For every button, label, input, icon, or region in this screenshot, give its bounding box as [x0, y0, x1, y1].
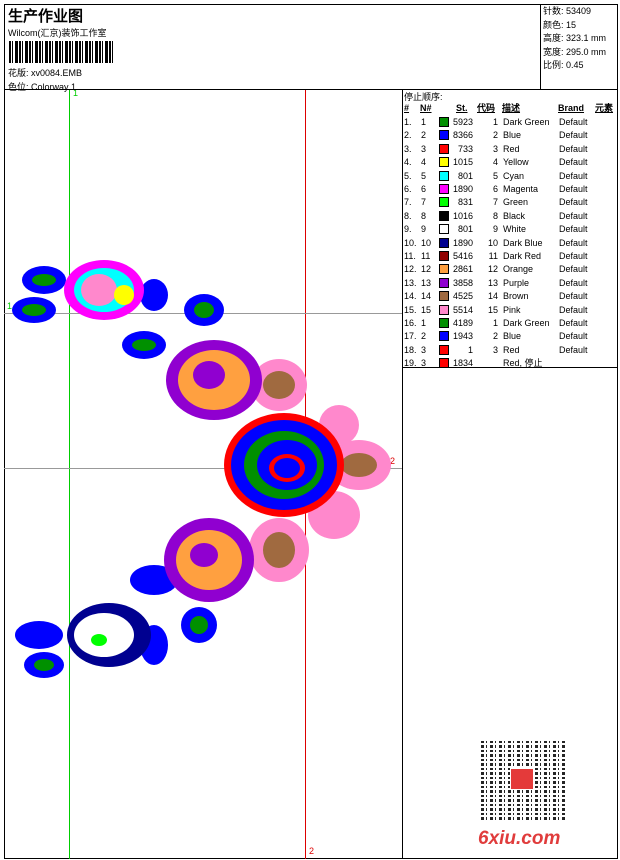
- column-header: #: [404, 103, 410, 113]
- embroidery-artwork: [12, 260, 391, 678]
- color-swatch: [439, 143, 449, 154]
- color-swatch: [439, 291, 449, 302]
- design-preview: 1 1 2 2: [4, 90, 403, 859]
- color-swatch: [439, 344, 449, 355]
- color-swatch: [439, 237, 449, 248]
- column-header: 描述: [502, 103, 521, 113]
- axis-label-bottom: 2: [309, 846, 315, 856]
- column-header: 代码: [477, 103, 496, 113]
- table-row: 4. 4 1015 4 Yellow Default: [404, 157, 588, 168]
- rose-orange-top: [166, 340, 262, 420]
- table-row: 19. 3 1834 Red, 停止: [404, 358, 543, 369]
- table-row: 13. 13 3858 13 Purple Default: [404, 277, 588, 288]
- table-row: 11. 11 5416 11 Dark Red Default: [404, 251, 588, 261]
- table-row: 6. 6 1890 6 Magenta Default: [404, 184, 588, 194]
- table-row: 17. 2 1943 2 Blue Default: [404, 331, 588, 342]
- table-row: 16. 1 4189 1 Dark Green Default: [404, 318, 588, 328]
- axis-label-left: 1: [7, 301, 13, 311]
- table-row: 9. 9 801 9 White Default: [404, 224, 588, 235]
- stat-item: 针数: 53409: [543, 6, 592, 16]
- table-row: 12. 12 2861 12 Orange Default: [404, 264, 588, 275]
- color-swatch: [439, 331, 449, 342]
- table-row: 5. 5 801 5 Cyan Default: [404, 170, 588, 181]
- color-swatch: [439, 210, 449, 221]
- color-swatch: [439, 184, 449, 194]
- table-row: 7. 7 831 7 Green Default: [404, 197, 588, 208]
- rose-pink: [64, 260, 144, 320]
- table-header: # N# St. 代码 描述 Brand 元素: [403, 102, 618, 115]
- table-caption: 停止顺序:: [404, 92, 443, 102]
- color-swatch: [439, 251, 449, 261]
- stat-item: 宽度: 295.0 mm: [543, 46, 607, 57]
- table-row: 15. 15 5514 15 Pink Default: [404, 304, 588, 315]
- column-header: 元素: [595, 103, 614, 113]
- color-swatch: [439, 318, 449, 328]
- column-header: N#: [420, 103, 432, 113]
- watermark: 6xiu.com: [478, 828, 561, 849]
- table-row: 18. 3 1 3 Red Default: [404, 344, 588, 355]
- rose-orange-bottom: [164, 518, 254, 602]
- guide-vertical-1: [69, 90, 70, 859]
- color-swatch: [439, 130, 449, 141]
- color-swatch: [439, 358, 449, 369]
- table-row: 1. 1 5923 1 Dark Green Default: [404, 117, 588, 127]
- barcode: [9, 41, 114, 63]
- color-sequence-table: 停止顺序: # N# St. 代码 描述 Brand 元素 1. 1 5923 1 Dark…: [403, 90, 618, 369]
- rose-blue-center: [224, 413, 344, 517]
- axis-label-right: 2: [390, 456, 396, 466]
- column-header: St.: [456, 103, 468, 113]
- table-row: 10. 10 1890 10 Dark Blue Default: [404, 237, 588, 248]
- stat-item: 颜色: 15: [543, 19, 577, 30]
- color-swatch: [439, 264, 449, 275]
- leaves: [12, 266, 224, 678]
- color-swatch: [439, 277, 449, 288]
- rose-dark-blue: [67, 603, 151, 667]
- color-swatch: [439, 224, 449, 235]
- colorway: 色位: Colorway 1: [8, 82, 77, 92]
- design-file: 花版: xv0084.EMB: [8, 68, 83, 78]
- page-title: 生产作业图: [8, 8, 84, 25]
- color-swatch: [439, 304, 449, 315]
- guide-horizontal-2: [4, 468, 402, 469]
- header: 生产作业图 Wilcom(汇京)装饰工作室 花版: xv0084.EMB 色位:…: [4, 4, 618, 92]
- stat-item: 比例: 0.45: [543, 60, 584, 70]
- table-row: 14. 14 4525 14 Brown Default: [404, 291, 588, 302]
- axis-label-top: 1: [73, 90, 79, 98]
- table-row: 3. 3 733 3 Red Default: [404, 143, 588, 154]
- color-swatch: [439, 170, 449, 181]
- table-row: 8. 8 1016 8 Black Default: [404, 210, 588, 221]
- stats-panel: 针数: 53409 颜色: 15 高度: 323.1 mm 宽度: 295.0 mm 比…: [540, 4, 618, 90]
- stat-item: 高度: 323.1 mm: [543, 33, 607, 43]
- sheet-frame: [4, 4, 618, 859]
- color-swatch: [439, 197, 449, 208]
- color-swatch: [439, 157, 449, 168]
- company-name: Wilcom(汇京)装饰工作室: [8, 28, 107, 38]
- seal-stamp: [510, 768, 534, 790]
- column-header: Brand: [558, 103, 585, 113]
- table-row: 2. 2 8366 2 Blue Default: [404, 130, 588, 141]
- color-swatch: [439, 117, 449, 127]
